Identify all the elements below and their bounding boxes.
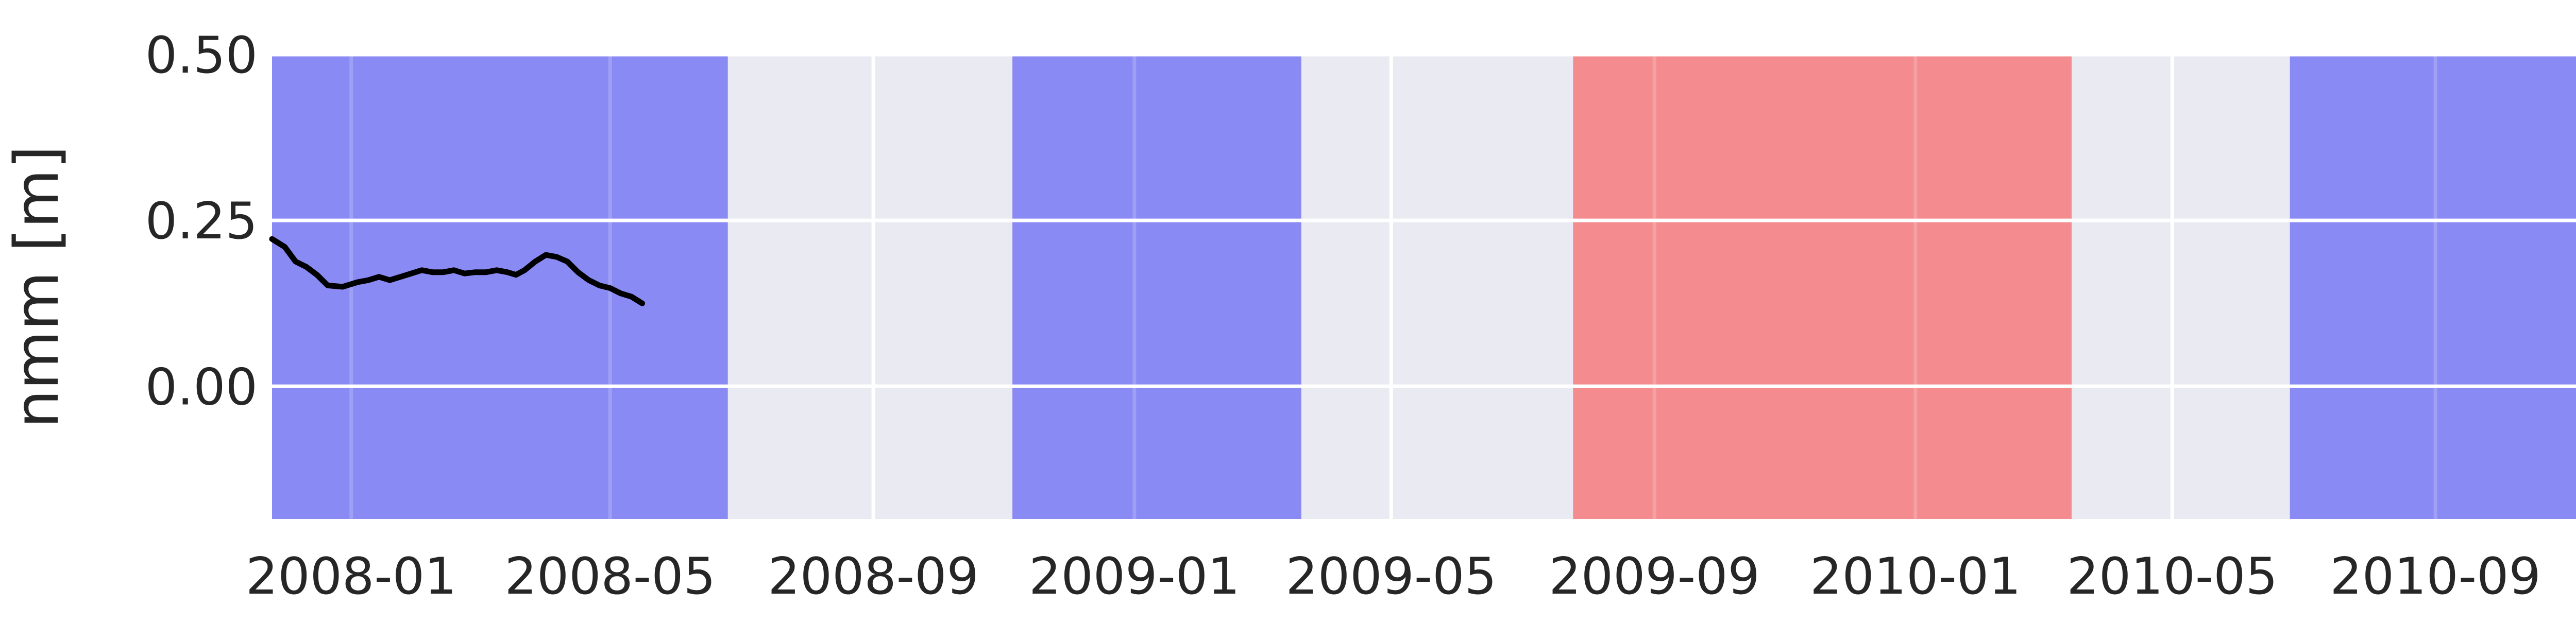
shaded-period-3	[2290, 55, 2576, 519]
series-line-0	[269, 236, 645, 306]
x-tick-label-5: 2009-09	[1549, 547, 1759, 606]
shaded-period-2	[1573, 55, 2072, 519]
x-tick-label-4: 2009-05	[1286, 547, 1497, 606]
x-tick-labels: 2008-01 2008-05 2008-09 2009-01 2009-05 2009-…	[246, 547, 2541, 606]
x-tick-label-0: 2008-01	[246, 547, 456, 606]
y-axis-label: nmm [m]	[1, 145, 72, 428]
data-lines	[269, 236, 645, 306]
x-tick-label-8: 2010-09	[2330, 547, 2540, 606]
y-tick-label-2: 0.50	[145, 26, 258, 85]
x-tick-label-1: 2008-05	[505, 547, 716, 606]
y-tick-labels: 0.00 0.25 0.50	[145, 26, 258, 417]
x-tick-label-3: 2009-01	[1029, 547, 1240, 606]
y-tick-label-1: 0.25	[145, 192, 258, 251]
horizontal-grid	[272, 53, 2576, 388]
x-tick-label-7: 2010-05	[2067, 547, 2278, 606]
x-tick-label-2: 2008-09	[768, 547, 978, 606]
y-tick-label-0: 0.00	[145, 358, 258, 417]
shaded-period-1	[1012, 55, 1301, 519]
x-tick-label-6: 2010-01	[1810, 547, 2021, 606]
